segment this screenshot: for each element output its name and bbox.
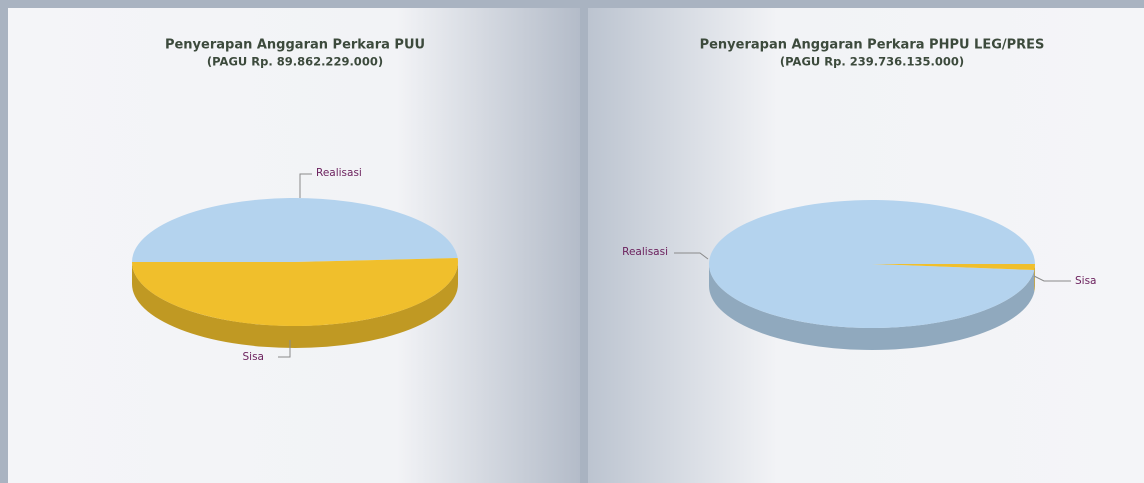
chart-subtitle: (PAGU Rp. 239.736.135.000) [780, 55, 964, 69]
chart-title: Penyerapan Anggaran Perkara PUU [165, 38, 425, 53]
chart-subtitle: (PAGU Rp. 89.862.229.000) [207, 55, 383, 69]
pie-side [1034, 264, 1035, 293]
slice-label: Sisa [243, 351, 265, 363]
slice-label: Realisasi [622, 246, 668, 258]
chart-title: Penyerapan Anggaran Perkara PHPU LEG/PRE… [700, 38, 1045, 53]
pie-slice [132, 198, 458, 262]
slice-label: Realisasi [316, 167, 362, 179]
pie-side [709, 264, 1035, 350]
pie-side [132, 262, 458, 348]
label-connector [674, 252, 709, 260]
pie-slice [872, 264, 1035, 271]
slice-label: Sisa [1075, 275, 1097, 287]
label-connector [278, 340, 291, 358]
label-connector [299, 173, 312, 198]
label-connector [1033, 275, 1071, 282]
pie-slice [132, 257, 459, 327]
pie-slice [708, 199, 1035, 328]
